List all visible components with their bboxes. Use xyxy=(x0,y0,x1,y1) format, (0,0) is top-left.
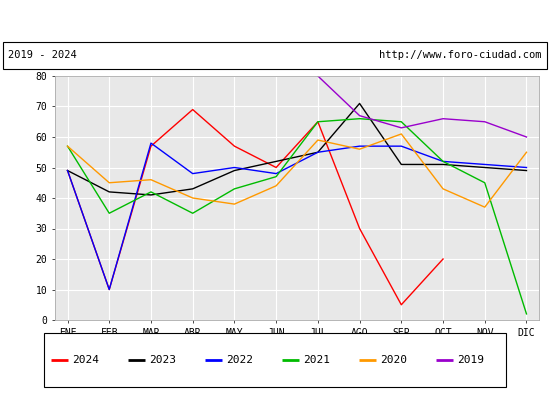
Text: 2022: 2022 xyxy=(227,355,254,365)
Text: 2021: 2021 xyxy=(304,355,331,365)
Text: Evolucion Nº Turistas Extranjeros en el municipio de Almoharin: Evolucion Nº Turistas Extranjeros en el … xyxy=(27,14,523,28)
Text: 2019: 2019 xyxy=(458,355,485,365)
Text: 2023: 2023 xyxy=(150,355,177,365)
Text: http://www.foro-ciudad.com: http://www.foro-ciudad.com xyxy=(379,50,542,60)
Text: 2020: 2020 xyxy=(381,355,408,365)
Text: 2024: 2024 xyxy=(73,355,100,365)
Text: 2019 - 2024: 2019 - 2024 xyxy=(8,50,77,60)
